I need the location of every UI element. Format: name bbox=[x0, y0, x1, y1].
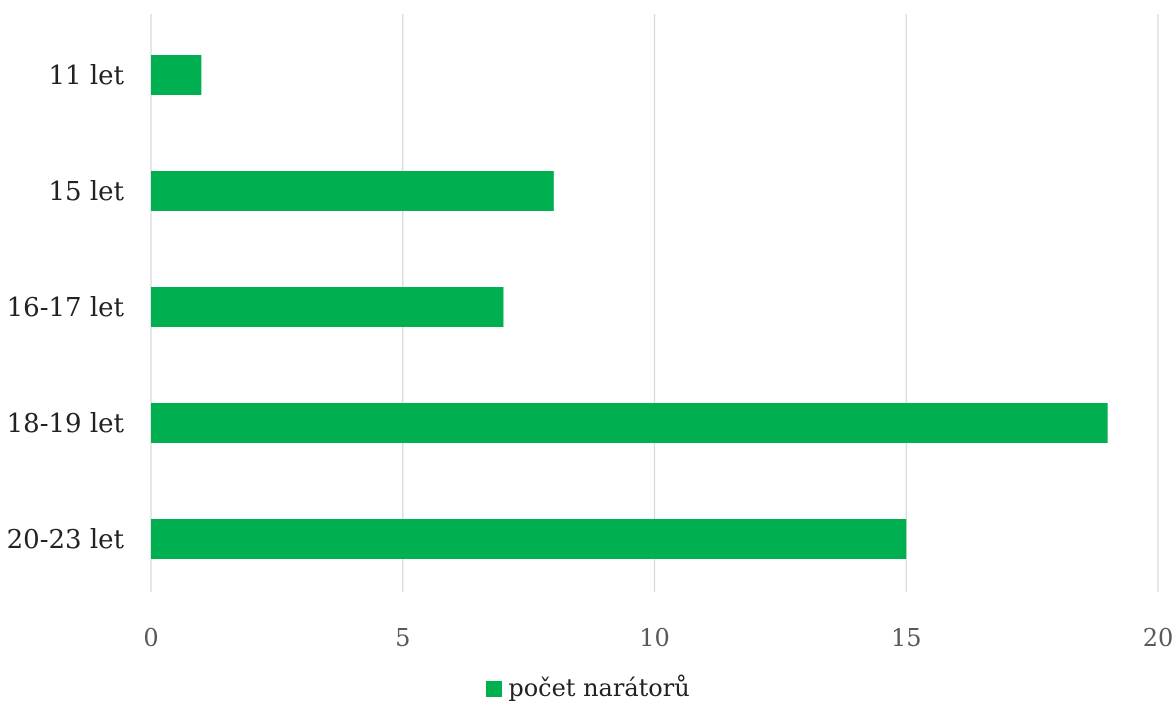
x-tick-label: 0 bbox=[143, 624, 158, 652]
x-tick-label: 20 bbox=[1143, 624, 1174, 652]
category-label: 11 let bbox=[49, 61, 125, 91]
category-label: 20-23 let bbox=[7, 525, 125, 555]
legend-swatch bbox=[486, 681, 503, 697]
category-label: 16-17 let bbox=[7, 293, 125, 323]
bar bbox=[151, 519, 907, 559]
gridlines bbox=[150, 14, 1159, 592]
bars bbox=[151, 55, 1108, 559]
bar bbox=[151, 403, 1108, 443]
x-tick-label: 10 bbox=[639, 624, 670, 652]
category-label: 18-19 let bbox=[7, 409, 125, 439]
x-tick-label: 15 bbox=[891, 624, 922, 652]
category-labels: 11 let 15 let 16-17 let 18-19 let 20-23 let bbox=[7, 61, 125, 555]
bar bbox=[151, 55, 202, 95]
bar bbox=[151, 171, 554, 211]
category-label: 15 let bbox=[49, 177, 125, 207]
legend: počet narátorů bbox=[0, 672, 1176, 704]
bar bbox=[151, 287, 504, 327]
legend-label: počet narátorů bbox=[508, 674, 690, 702]
x-tick-label: 5 bbox=[395, 624, 410, 652]
x-tick-labels: 0 5 10 15 20 bbox=[143, 624, 1173, 652]
